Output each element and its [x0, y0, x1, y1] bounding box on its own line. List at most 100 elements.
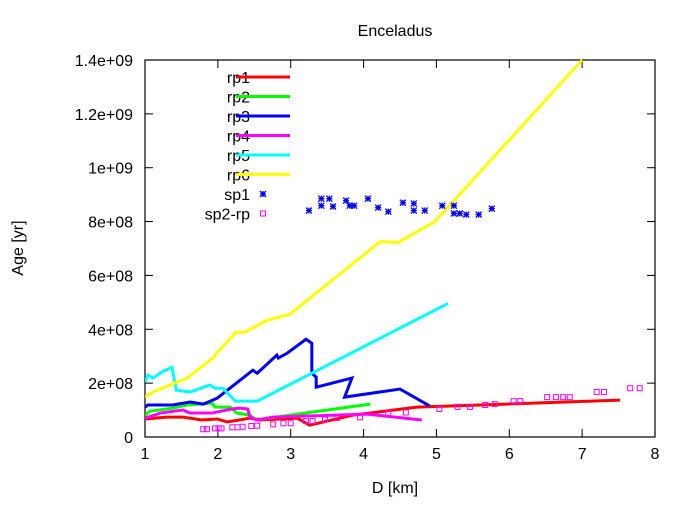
- star-marker: [410, 207, 418, 214]
- star-marker: [438, 202, 446, 210]
- legend-item-rp6: rp6: [227, 168, 290, 185]
- data-point: [317, 195, 325, 203]
- series-line-rp5: [145, 302, 449, 403]
- series-line-rp4: [145, 406, 423, 422]
- star-marker: [317, 195, 325, 203]
- data-point: [410, 207, 418, 214]
- y-tick-label: 2e+08: [88, 376, 133, 393]
- data-point: [552, 394, 559, 401]
- data-point: [436, 405, 443, 412]
- data-point: [248, 422, 255, 429]
- data-point: [270, 421, 277, 428]
- data-point: [342, 197, 350, 205]
- data-point: [303, 418, 310, 425]
- series-line-rp6: [145, 58, 584, 399]
- star-marker: [374, 204, 382, 212]
- data-point: [374, 204, 382, 212]
- legend-marker: [260, 210, 266, 217]
- legend-item-rp1: rp1: [227, 70, 290, 87]
- data-point: [356, 414, 363, 421]
- y-tick-label: 0: [124, 430, 133, 447]
- star-marker: [450, 202, 458, 210]
- data-point: [544, 394, 551, 401]
- series-points-sp1: [305, 195, 496, 219]
- star-marker: [475, 211, 483, 219]
- data-point: [287, 420, 294, 427]
- data-point: [317, 202, 325, 210]
- data-point: [329, 203, 337, 210]
- data-point: [218, 425, 225, 432]
- data-point: [510, 398, 517, 405]
- star-marker: [450, 210, 458, 217]
- data-point: [627, 385, 634, 392]
- data-point: [384, 208, 392, 216]
- data-point: [305, 207, 313, 214]
- data-point: [488, 205, 496, 213]
- data-point: [334, 414, 341, 421]
- data-point: [560, 394, 567, 401]
- x-tick-label: 6: [505, 446, 514, 463]
- data-point: [438, 202, 446, 210]
- data-point: [466, 403, 473, 410]
- x-tick-label: 1: [141, 446, 150, 463]
- star-marker: [410, 200, 418, 207]
- legend: rp1 rp2 rp3 rp4 rp5 rp6 sp1 sp2-rp: [205, 70, 290, 224]
- x-tick-label: 4: [359, 446, 368, 463]
- data-point: [399, 199, 407, 207]
- star-marker: [329, 203, 337, 210]
- legend-item-rp4: rp4: [227, 129, 290, 146]
- data-point: [566, 394, 573, 401]
- star-marker: [384, 208, 392, 216]
- chart-title: Enceladus: [358, 23, 433, 40]
- series-points-sp2-rp: [200, 385, 643, 433]
- legend-item-rp2: rp2: [227, 90, 290, 107]
- data-point: [517, 398, 524, 405]
- y-tick-label: 4e+08: [88, 322, 133, 339]
- data-point: [203, 426, 210, 433]
- x-tick-label: 3: [286, 446, 295, 463]
- data-point: [482, 401, 489, 408]
- data-point: [636, 385, 643, 392]
- x-tick-label: 5: [432, 446, 441, 463]
- data-point: [229, 424, 236, 431]
- star-marker: [456, 210, 464, 217]
- data-point: [321, 416, 328, 423]
- legend-label: sp1: [224, 187, 250, 204]
- legend-item-sp2-rp: sp2-rp: [205, 207, 266, 224]
- data-point: [450, 202, 458, 210]
- y-tick-label: 1.2e+09: [75, 107, 133, 124]
- star-marker: [305, 207, 313, 214]
- data-point: [309, 418, 316, 425]
- data-point: [346, 202, 354, 210]
- data-point: [454, 403, 461, 410]
- legend-item-sp1: sp1: [224, 187, 267, 204]
- data-point: [200, 426, 207, 433]
- data-point: [475, 211, 483, 219]
- star-marker: [488, 205, 496, 213]
- data-point: [421, 207, 429, 214]
- x-axis-label: D [km]: [372, 480, 418, 497]
- legend-item-rp3: rp3: [227, 109, 290, 126]
- y-axis-label: Age [yr]: [10, 220, 27, 275]
- data-point: [491, 401, 498, 408]
- legend-item-rp5: rp5: [227, 148, 290, 165]
- legend-marker: [259, 190, 267, 198]
- star-marker: [350, 202, 358, 210]
- legend-label: sp2-rp: [205, 207, 250, 224]
- star-marker: [325, 195, 333, 203]
- data-point: [450, 210, 458, 217]
- star-marker: [462, 211, 470, 219]
- data-point: [280, 420, 287, 427]
- star-marker: [317, 202, 325, 210]
- star-marker: [346, 202, 354, 210]
- data-point: [350, 202, 358, 210]
- data-point: [385, 410, 392, 417]
- data-point: [410, 200, 418, 207]
- data-point: [254, 422, 261, 429]
- y-tick-label: 6e+08: [88, 268, 133, 285]
- data-point: [364, 195, 372, 203]
- x-tick-label: 2: [213, 446, 222, 463]
- star-marker: [342, 197, 350, 205]
- data-point: [234, 424, 241, 431]
